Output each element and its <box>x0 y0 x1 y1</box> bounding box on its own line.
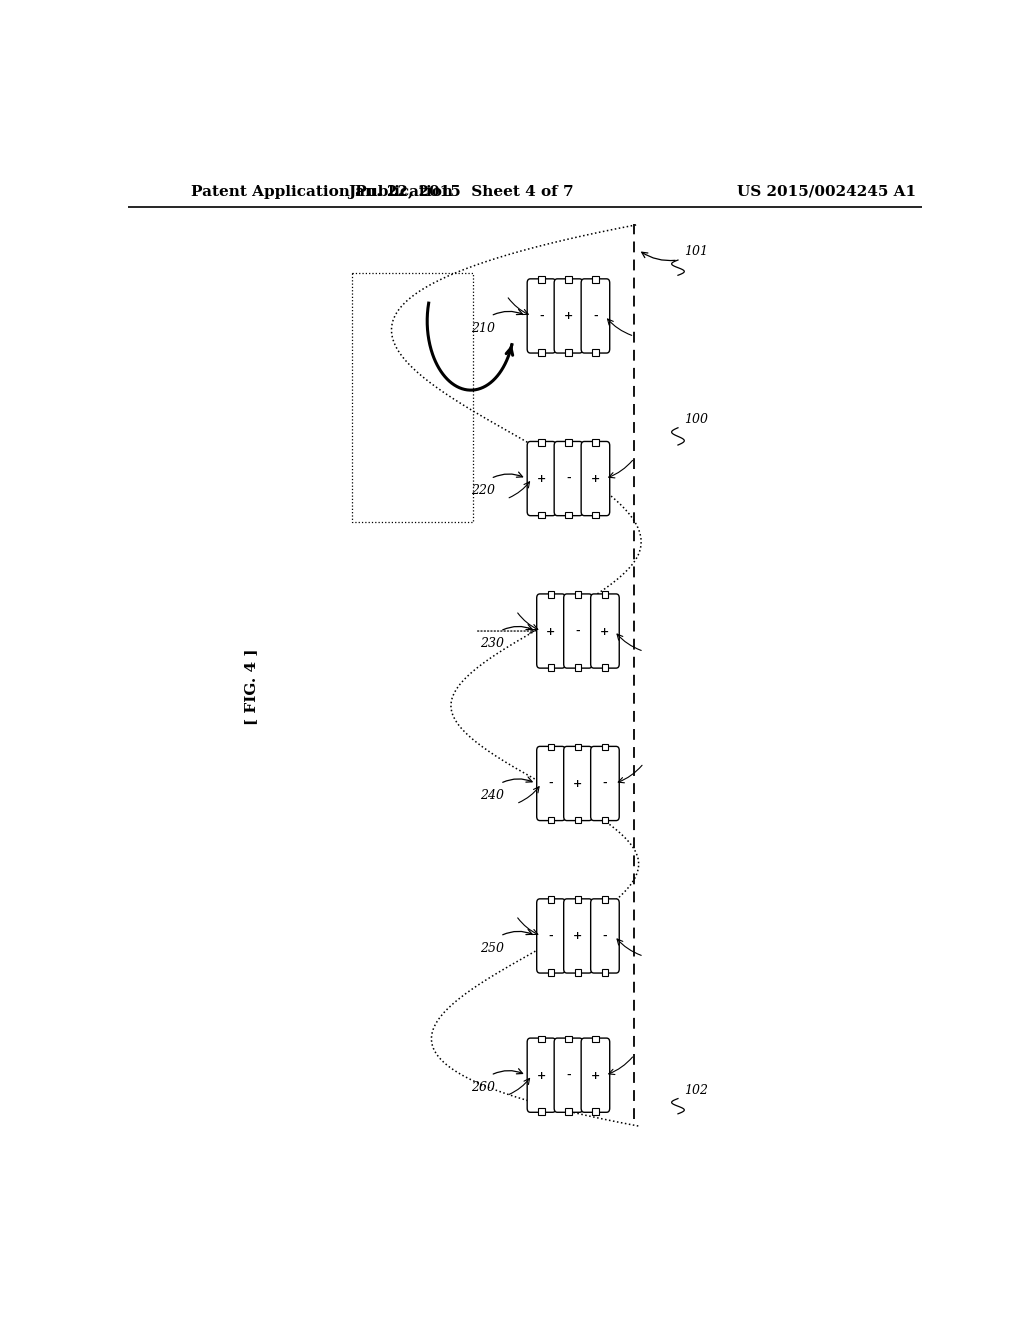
Text: [ FIG. 4 ]: [ FIG. 4 ] <box>244 648 258 725</box>
Bar <box>548 744 554 751</box>
Bar <box>548 591 554 598</box>
FancyBboxPatch shape <box>554 1038 583 1113</box>
Bar <box>592 348 599 355</box>
FancyBboxPatch shape <box>591 594 620 668</box>
Bar <box>574 969 581 975</box>
FancyBboxPatch shape <box>527 441 556 516</box>
Bar <box>574 744 581 751</box>
FancyBboxPatch shape <box>563 594 592 668</box>
Bar <box>565 512 571 519</box>
Bar <box>602 969 608 975</box>
Text: 210: 210 <box>471 322 495 335</box>
Text: 220: 220 <box>471 484 495 498</box>
Text: -: - <box>549 931 553 941</box>
Bar <box>574 817 581 824</box>
Bar <box>548 664 554 671</box>
Text: -: - <box>603 777 607 789</box>
Bar <box>539 440 545 446</box>
Text: 250: 250 <box>480 941 505 954</box>
Text: US 2015/0024245 A1: US 2015/0024245 A1 <box>737 185 915 199</box>
Bar <box>602 664 608 671</box>
Bar <box>539 1036 545 1043</box>
Bar <box>565 348 571 355</box>
Text: Jan. 22, 2015  Sheet 4 of 7: Jan. 22, 2015 Sheet 4 of 7 <box>348 185 574 199</box>
Bar <box>602 744 608 751</box>
Bar <box>602 591 608 598</box>
FancyBboxPatch shape <box>527 1038 556 1113</box>
Bar <box>574 896 581 903</box>
Bar <box>592 1036 599 1043</box>
Text: 101: 101 <box>684 246 709 257</box>
FancyBboxPatch shape <box>582 441 609 516</box>
FancyBboxPatch shape <box>527 279 556 352</box>
Bar <box>539 512 545 519</box>
Text: Patent Application Publication: Patent Application Publication <box>191 185 454 199</box>
Text: -: - <box>540 310 544 322</box>
Text: 240: 240 <box>480 789 505 803</box>
Text: -: - <box>575 626 581 636</box>
Bar <box>574 664 581 671</box>
Text: +: + <box>600 626 609 636</box>
Bar <box>592 1109 599 1115</box>
Text: -: - <box>566 1069 570 1081</box>
Bar <box>602 896 608 903</box>
Text: -: - <box>603 931 607 941</box>
Text: +: + <box>573 777 583 789</box>
Bar <box>539 1109 545 1115</box>
FancyBboxPatch shape <box>582 279 609 352</box>
Bar <box>565 1036 571 1043</box>
Bar <box>592 512 599 519</box>
Bar <box>539 348 545 355</box>
Text: 102: 102 <box>684 1084 709 1097</box>
FancyBboxPatch shape <box>537 899 565 973</box>
Bar <box>565 1109 571 1115</box>
FancyBboxPatch shape <box>537 746 565 821</box>
Bar <box>592 276 599 282</box>
Bar <box>548 969 554 975</box>
Text: -: - <box>566 473 570 484</box>
FancyBboxPatch shape <box>582 1038 609 1113</box>
Bar <box>548 896 554 903</box>
Text: +: + <box>537 1069 546 1081</box>
Text: -: - <box>549 777 553 789</box>
FancyBboxPatch shape <box>591 746 620 821</box>
Bar <box>592 440 599 446</box>
Text: +: + <box>573 931 583 941</box>
Bar <box>602 817 608 824</box>
FancyBboxPatch shape <box>554 441 583 516</box>
Text: +: + <box>564 310 573 322</box>
Text: +: + <box>547 626 556 636</box>
Text: +: + <box>591 1069 600 1081</box>
Bar <box>574 591 581 598</box>
Text: 260: 260 <box>471 1081 495 1094</box>
Text: 100: 100 <box>684 413 709 426</box>
Text: 230: 230 <box>480 636 505 649</box>
Text: +: + <box>537 473 546 484</box>
Bar <box>565 276 571 282</box>
FancyBboxPatch shape <box>554 279 583 352</box>
FancyBboxPatch shape <box>537 594 565 668</box>
Text: -: - <box>593 310 598 322</box>
Bar <box>539 276 545 282</box>
FancyBboxPatch shape <box>563 899 592 973</box>
FancyBboxPatch shape <box>563 746 592 821</box>
Bar <box>548 817 554 824</box>
FancyBboxPatch shape <box>591 899 620 973</box>
Bar <box>565 440 571 446</box>
Text: +: + <box>591 473 600 484</box>
